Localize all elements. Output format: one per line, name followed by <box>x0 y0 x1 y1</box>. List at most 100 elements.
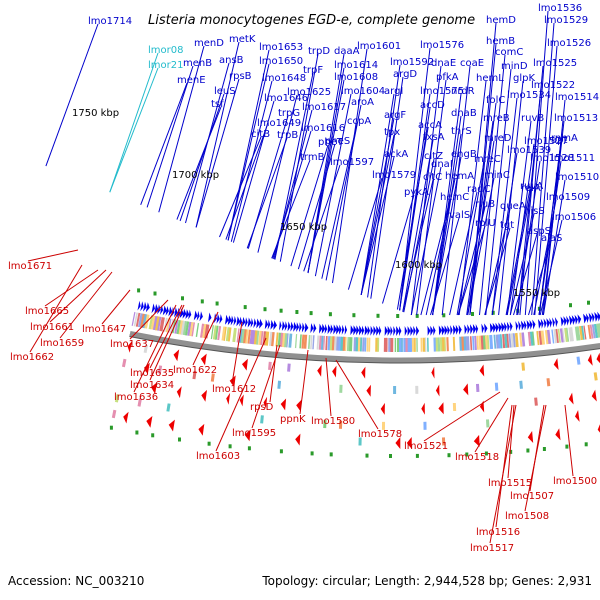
reverse-gene-label[interactable]: lmo1603 <box>196 451 240 462</box>
forward-gene-label[interactable]: ackA <box>384 149 408 160</box>
forward-gene-label[interactable]: trpB <box>277 130 298 141</box>
forward-gene-label[interactable]: citZ <box>424 151 443 162</box>
forward-gene-label[interactable]: lmo1529 <box>544 15 588 26</box>
forward-gene-label[interactable]: metK <box>229 34 256 45</box>
reverse-gene-label[interactable]: lmo1595 <box>232 428 276 439</box>
forward-gene-label[interactable]: mreB <box>483 113 510 124</box>
forward-gene-label[interactable]: ccpA <box>347 116 371 127</box>
reverse-gene-label[interactable]: lmo1635 <box>130 368 174 379</box>
forward-gene-label[interactable]: menB <box>183 58 212 69</box>
reverse-gene-label[interactable]: lmo1671 <box>8 261 52 272</box>
forward-gene-label[interactable]: hemC <box>440 192 469 203</box>
forward-gene-label[interactable]: coaE <box>460 58 484 69</box>
forward-gene-label[interactable]: trmB <box>300 152 325 163</box>
forward-gene-label[interactable]: rpsB <box>229 71 252 82</box>
forward-gene-label[interactable]: hemB <box>486 36 515 47</box>
reverse-gene-label[interactable]: lmo1500 <box>553 476 597 487</box>
forward-gene-label[interactable]: hisS <box>524 206 545 217</box>
forward-gene-label[interactable]: argF <box>384 110 406 121</box>
forward-gene-label[interactable]: lmo1604 <box>341 86 385 97</box>
reverse-gene-label[interactable]: lmo1516 <box>476 527 520 538</box>
forward-gene-label[interactable]: lmo1597 <box>330 157 374 168</box>
forward-gene-label[interactable]: menD <box>194 38 224 49</box>
forward-gene-label[interactable]: lmo1513 <box>554 113 598 124</box>
forward-gene-label[interactable]: ruvA <box>520 181 543 192</box>
forward-gene-label[interactable]: apt <box>551 135 567 146</box>
forward-gene-label[interactable]: dnaE <box>431 58 456 69</box>
forward-gene-label[interactable]: lmo1714 <box>88 16 132 27</box>
forward-gene-label[interactable]: leuS <box>214 86 236 97</box>
forward-gene-label[interactable]: argD <box>393 69 417 80</box>
forward-gene-label[interactable]: pykA <box>404 187 429 198</box>
reverse-gene-label[interactable]: lmo1636 <box>114 392 158 403</box>
forward-gene-label[interactable]: lmo1525 <box>533 58 577 69</box>
forward-gene-label[interactable]: tpx <box>384 127 400 138</box>
forward-gene-label[interactable]: rluB <box>475 199 495 210</box>
forward-gene-label[interactable]: lmo1579 <box>372 170 416 181</box>
forward-gene-label[interactable]: radC <box>467 184 491 195</box>
forward-gene-label[interactable]: lmo1650 <box>259 56 303 67</box>
forward-gene-label[interactable]: lmo1575 <box>420 86 464 97</box>
forward-gene-label[interactable]: queA <box>500 201 526 212</box>
forward-gene-label[interactable]: lmo1514 <box>555 92 599 103</box>
forward-gene-label[interactable]: aroA <box>351 97 374 108</box>
forward-gene-label[interactable]: lmo1526 <box>547 38 591 49</box>
forward-gene-label[interactable]: accA <box>418 120 442 131</box>
forward-gene-label[interactable]: relA <box>521 183 541 194</box>
forward-gene-label[interactable]: trpD <box>308 46 330 57</box>
reverse-gene-label[interactable]: lmo1518 <box>455 452 499 463</box>
forward-gene-label[interactable]: lmo1608 <box>334 72 378 83</box>
forward-gene-label[interactable]: dnaI <box>431 159 453 170</box>
forward-gene-label[interactable]: rplU <box>475 218 496 229</box>
forward-gene-label[interactable]: tsf <box>211 99 224 110</box>
forward-gene-label[interactable]: argI <box>384 86 403 97</box>
reverse-gene-label[interactable]: lmo1521 <box>404 441 448 452</box>
forward-gene-label[interactable]: accD <box>420 100 445 111</box>
reverse-gene-label[interactable]: rpsD <box>250 402 274 413</box>
forward-gene-label[interactable]: lmo1592 <box>390 57 434 68</box>
reverse-gene-label[interactable]: lmo1659 <box>40 338 84 349</box>
forward-gene-label[interactable]: engB <box>451 149 477 160</box>
forward-gene-label[interactable]: hemL <box>476 73 504 84</box>
forward-gene-label[interactable]: lmo1536 <box>538 3 582 14</box>
reverse-gene-label[interactable]: lmo1612 <box>212 384 256 395</box>
forward-gene-label[interactable]: nrdR <box>451 86 475 97</box>
forward-gene-label[interactable]: pheT <box>318 137 344 148</box>
forward-gene-label[interactable]: minD <box>501 61 528 72</box>
forward-gene-label[interactable]: hemA <box>445 171 474 182</box>
forward-gene-label[interactable]: lmo1617 <box>302 102 346 113</box>
reverse-gene-label[interactable]: lmo1662 <box>10 352 54 363</box>
forward-gene-label[interactable]: alaS <box>541 233 562 244</box>
forward-gene-label[interactable]: lmo1576 <box>420 40 464 51</box>
forward-gene-label[interactable]: hemD <box>486 15 516 26</box>
reverse-gene-label[interactable]: lmo1517 <box>470 543 514 554</box>
reverse-gene-label[interactable]: lmo1647 <box>82 324 126 335</box>
forward-gene-label[interactable]: menE <box>177 75 206 86</box>
forward-gene-label[interactable]: trpG <box>278 108 300 119</box>
forward-gene-label[interactable]: pfkA <box>436 72 459 83</box>
forward-gene-label[interactable]: lmo1511 <box>551 153 595 164</box>
reverse-gene-label[interactable]: lmo1634 <box>130 380 174 391</box>
forward-gene-label[interactable]: valS <box>449 210 470 221</box>
reverse-gene-label[interactable]: lmo1507 <box>510 491 554 502</box>
forward-gene-label[interactable]: ruvB <box>521 113 544 124</box>
forward-gene-label[interactable]: rnmA <box>551 133 578 144</box>
forward-gene-label[interactable]: lmo1527 <box>524 136 568 147</box>
forward-gene-label[interactable]: lmo1534 <box>507 90 551 101</box>
forward-gene-label[interactable]: lmor21 <box>148 60 183 71</box>
forward-gene-label[interactable]: lmo1653 <box>259 42 303 53</box>
forward-gene-label[interactable]: lmo1509 <box>546 192 590 203</box>
forward-gene-label[interactable]: dnaB <box>451 108 477 119</box>
reverse-gene-label[interactable]: lmo1622 <box>173 365 217 376</box>
reverse-gene-label[interactable]: lmo1578 <box>358 429 402 440</box>
forward-gene-label[interactable]: lmo1601 <box>357 41 401 52</box>
forward-gene-label[interactable]: lmo1648 <box>262 73 306 84</box>
forward-gene-label[interactable]: trpF <box>303 65 323 76</box>
forward-gene-label[interactable]: lmo1522 <box>531 80 575 91</box>
forward-gene-label[interactable]: lmo1510 <box>555 172 599 183</box>
forward-gene-label[interactable]: folC <box>486 95 505 106</box>
reverse-gene-label[interactable]: lmo1515 <box>488 478 532 489</box>
forward-gene-label[interactable]: lmo1625 <box>287 87 331 98</box>
forward-gene-label[interactable]: lmo1616 <box>301 123 345 134</box>
forward-gene-label[interactable]: mreD <box>484 133 512 144</box>
